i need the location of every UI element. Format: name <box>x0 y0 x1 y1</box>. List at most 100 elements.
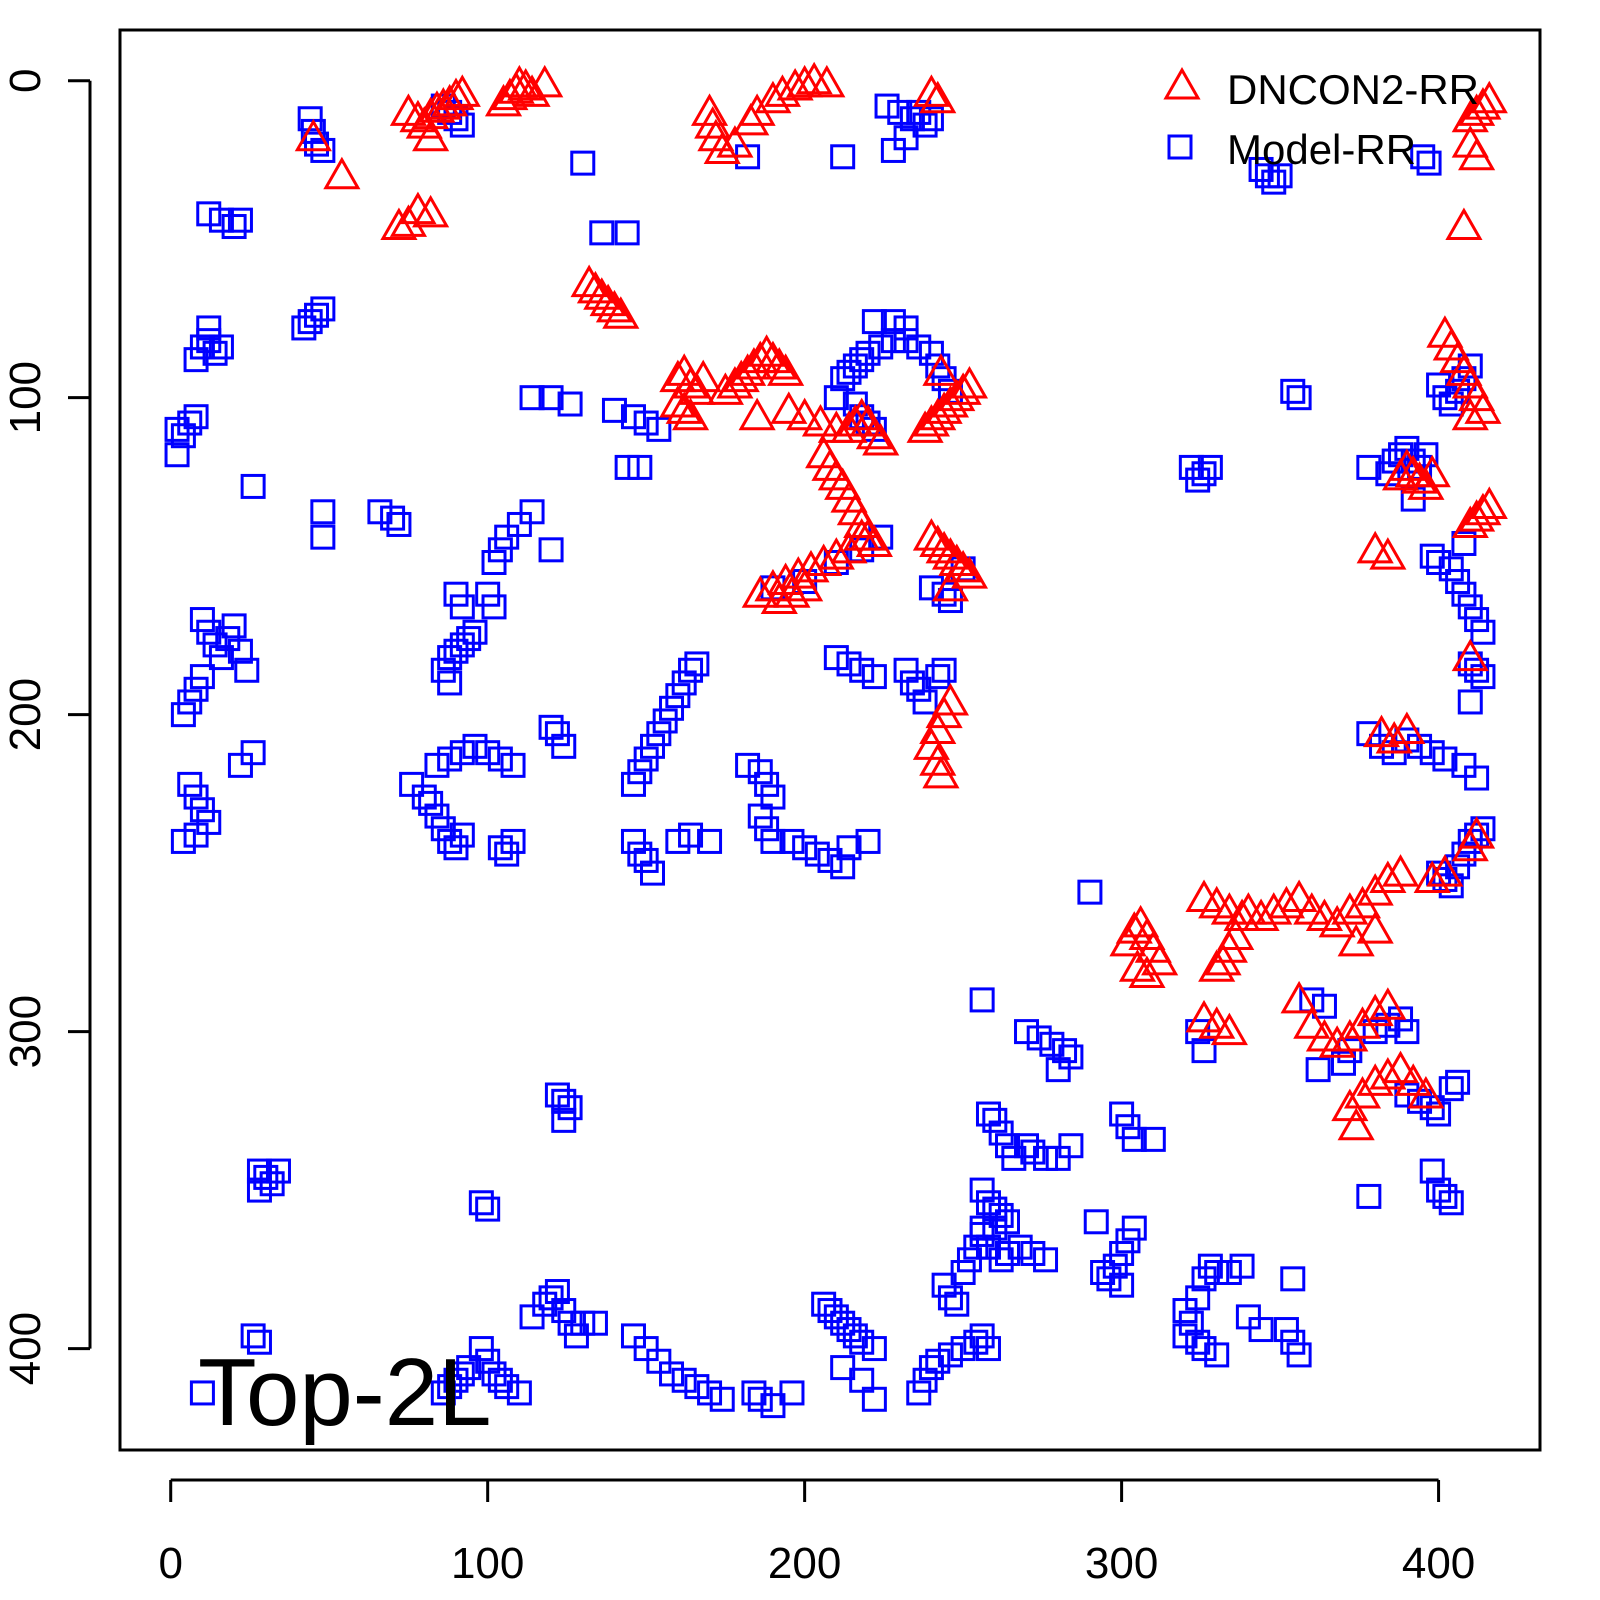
dncon2-rr-point <box>380 207 418 241</box>
dncon2-rr-point <box>950 556 989 589</box>
model-rr-point <box>557 1310 583 1336</box>
model-rr-point <box>627 759 653 785</box>
model-rr-point <box>697 1380 723 1406</box>
model-rr-point <box>557 391 583 417</box>
model-rr-point <box>747 759 773 785</box>
dncon2-rr-point <box>671 397 710 431</box>
model-rr-point <box>982 1215 1008 1241</box>
model-rr-point <box>830 366 856 392</box>
model-rr-point <box>443 581 469 607</box>
model-rr-point <box>1286 1342 1312 1368</box>
model-rr-point <box>437 645 463 671</box>
legend-label-model-rr: Model-RR <box>1227 126 1416 173</box>
model-rr-point <box>189 607 215 633</box>
model-rr-point <box>1457 689 1483 715</box>
model-rr-point <box>1172 1323 1198 1349</box>
model-rr-point <box>633 1336 659 1362</box>
dncon2-rr-point <box>1255 892 1293 925</box>
dncon2-rr-point <box>1369 987 1407 1020</box>
model-rr-point <box>494 841 520 867</box>
model-rr-point <box>969 1323 995 1349</box>
dncon2-rr-point <box>1400 461 1439 494</box>
model-rr-point <box>779 828 805 854</box>
model-rr-point <box>532 1291 558 1317</box>
model-rr-point <box>601 397 627 423</box>
model-rr-point <box>1229 1253 1255 1279</box>
model-rr-point <box>684 1374 710 1400</box>
model-rr-point <box>1451 581 1477 607</box>
x-tick-label: 200 <box>768 1539 841 1588</box>
model-rr-point <box>1280 378 1306 404</box>
model-rr-point <box>506 511 532 537</box>
model-rr-point <box>1045 1057 1071 1083</box>
model-rr-point <box>1419 1158 1445 1184</box>
model-rr-point <box>1394 435 1420 461</box>
model-rr-point <box>1033 1145 1059 1171</box>
model-rr-point <box>887 99 913 125</box>
model-rr-point <box>995 1133 1020 1159</box>
model-rr-point <box>1014 1133 1040 1159</box>
dncon2-rr-point <box>754 340 792 374</box>
model-rr-point <box>430 1380 456 1406</box>
model-rr-point <box>1033 1247 1059 1273</box>
dncon2-rr-point <box>513 74 551 107</box>
model-rr-point <box>1305 1057 1331 1083</box>
model-rr-point <box>475 581 501 607</box>
dncon2-rr-point <box>919 743 957 776</box>
dncon2-rr-point <box>944 549 982 583</box>
model-rr-point <box>551 1088 577 1114</box>
model-rr-point <box>1191 1038 1217 1064</box>
model-rr-point <box>449 740 475 766</box>
model-rr-point <box>988 1247 1014 1273</box>
dncon2-rr-point <box>1293 1006 1331 1039</box>
model-rr-point <box>1311 993 1337 1019</box>
model-rr-point <box>208 645 234 671</box>
model-rr-point <box>1457 594 1483 620</box>
dncon2-rr-point <box>323 156 361 190</box>
dncon2-rr-point <box>1381 854 1420 887</box>
dncon2-rr-point <box>576 270 615 304</box>
model-rr-point <box>196 619 222 645</box>
model-rr-point <box>1039 1031 1065 1057</box>
dncon2-rr-point <box>862 423 900 456</box>
model-rr-point <box>380 505 406 531</box>
dncon2-rr-point <box>437 77 475 111</box>
dncon2-rr-point <box>919 524 957 557</box>
model-rr-point <box>988 1202 1014 1228</box>
dncon2-rr-point <box>1318 1025 1356 1058</box>
model-rr-point <box>1416 150 1442 176</box>
model-rr-point <box>481 594 507 620</box>
model-rr-point <box>754 771 780 797</box>
model-rr-point <box>969 987 995 1013</box>
model-rr-point <box>836 651 862 677</box>
model-rr-point <box>240 740 266 766</box>
dncon2-rr-point <box>843 397 881 431</box>
model-rr-point <box>861 1336 887 1362</box>
model-rr-point <box>1470 619 1496 645</box>
legend: DNCON2-RR Model-RR <box>1163 66 1479 173</box>
model-rr-point <box>627 841 653 867</box>
model-rr-point <box>633 410 659 436</box>
model-rr-point <box>1178 454 1204 480</box>
model-rr-point <box>1362 1019 1388 1045</box>
model-rr-point <box>1109 1101 1135 1127</box>
model-rr-point <box>880 309 906 335</box>
model-rr-point <box>760 1393 786 1419</box>
model-rr-point <box>1457 651 1483 677</box>
model-rr-point <box>443 1367 469 1393</box>
dncon2-rr-point <box>922 353 960 386</box>
model-rr-point <box>481 550 507 575</box>
dncon2-rr-point <box>855 416 893 450</box>
model-rr-point <box>995 1209 1020 1235</box>
model-rr-point <box>1204 1260 1230 1285</box>
dncon2-rr-point <box>671 365 710 399</box>
model-rr-point <box>208 334 234 360</box>
model-rr-point <box>849 657 875 683</box>
model-rr-point <box>906 676 932 702</box>
dncon2-rr-point <box>1470 80 1508 114</box>
model-rr-point <box>430 816 456 842</box>
model-rr-point <box>1280 1266 1306 1292</box>
model-rr-point <box>1410 144 1436 170</box>
model-rr-point <box>1197 1253 1223 1279</box>
model-rr-point <box>234 657 260 683</box>
